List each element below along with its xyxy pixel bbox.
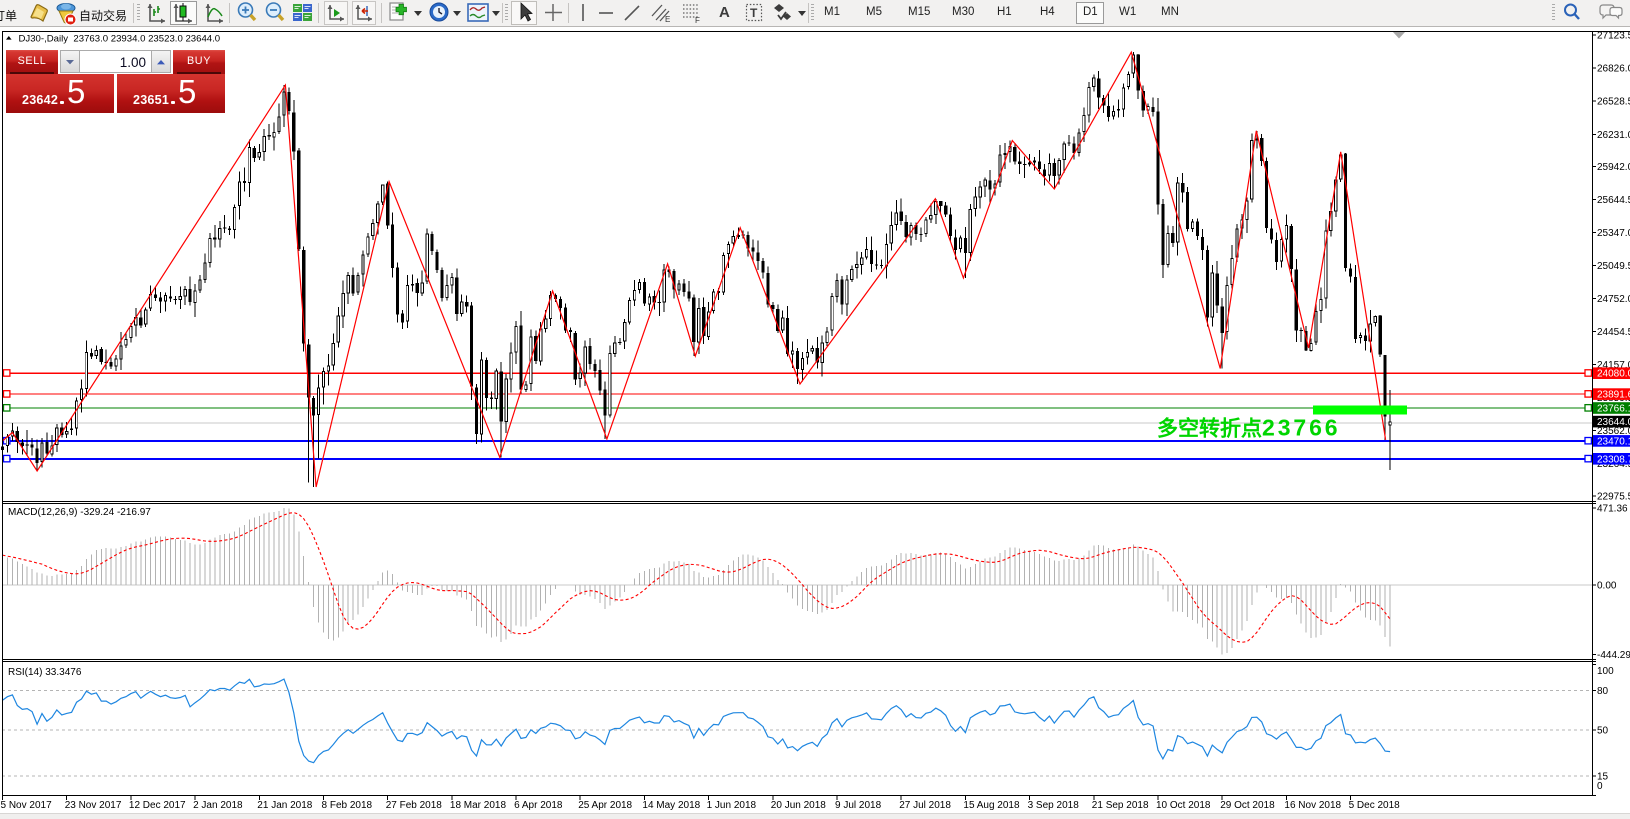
svg-text:14 May 2018: 14 May 2018	[642, 800, 700, 811]
svg-text:24157.0: 24157.0	[1597, 360, 1630, 371]
svg-text:20 Jun 2018: 20 Jun 2018	[771, 800, 826, 811]
svg-text:23562.0: 23562.0	[1597, 426, 1630, 437]
svg-text:23 Nov 2017: 23 Nov 2017	[65, 800, 122, 811]
svg-text:12 Dec 2017: 12 Dec 2017	[129, 800, 186, 811]
svg-text:E: E	[665, 15, 670, 24]
svg-text:23264.5: 23264.5	[1597, 459, 1630, 470]
svg-text:5 Nov 2017: 5 Nov 2017	[1, 800, 53, 811]
svg-text:16 Nov 2018: 16 Nov 2018	[1284, 800, 1341, 811]
svg-text:3 Sep 2018: 3 Sep 2018	[1028, 800, 1080, 811]
svg-text:1 Jun 2018: 1 Jun 2018	[707, 800, 757, 811]
svg-text:DJ30-,Daily 23763.0 23934.0 2: DJ30-,Daily 23763.0 23934.0 23523.0 2364…	[19, 34, 221, 45]
svg-text:23766.1: 23766.1	[1597, 404, 1630, 415]
svg-text:22975.5: 22975.5	[1597, 491, 1630, 502]
svg-text:25 Apr 2018: 25 Apr 2018	[578, 800, 632, 811]
svg-text:23308.7: 23308.7	[1597, 454, 1630, 465]
svg-text:29 Oct 2018: 29 Oct 2018	[1220, 800, 1275, 811]
svg-text:18 Mar 2018: 18 Mar 2018	[450, 800, 507, 811]
svg-text:25644.5: 25644.5	[1597, 195, 1630, 206]
svg-text:23644.0: 23644.0	[1597, 417, 1630, 428]
svg-text:24752.0: 24752.0	[1597, 294, 1630, 305]
svg-text:21 Jan 2018: 21 Jan 2018	[257, 800, 312, 811]
svg-text:27123.5: 27123.5	[1597, 31, 1630, 42]
svg-text:50: 50	[1597, 726, 1609, 737]
svg-text:24080.0: 24080.0	[1597, 369, 1630, 380]
svg-text:5 Dec 2018: 5 Dec 2018	[1349, 800, 1401, 811]
svg-text:9 Jul 2018: 9 Jul 2018	[835, 800, 882, 811]
svg-text:8 Feb 2018: 8 Feb 2018	[322, 800, 373, 811]
svg-text:-444.29: -444.29	[1597, 650, 1630, 661]
svg-text:27 Jul 2018: 27 Jul 2018	[899, 800, 951, 811]
svg-text:100: 100	[1597, 666, 1614, 677]
svg-text:15 Aug 2018: 15 Aug 2018	[963, 800, 1020, 811]
svg-text:多空转折点23766: 多空转折点23766	[1157, 415, 1340, 441]
svg-text:0.00: 0.00	[1597, 580, 1617, 591]
svg-text:T: T	[750, 6, 758, 20]
svg-text:23891.6: 23891.6	[1597, 390, 1630, 401]
svg-text:15: 15	[1597, 771, 1609, 782]
svg-text:24454.5: 24454.5	[1597, 327, 1630, 338]
svg-text:23470.1: 23470.1	[1597, 436, 1630, 447]
svg-text:2 Jan 2018: 2 Jan 2018	[193, 800, 243, 811]
svg-text:26528.5: 26528.5	[1597, 97, 1630, 108]
svg-text:27 Feb 2018: 27 Feb 2018	[386, 800, 443, 811]
svg-text:471.36: 471.36	[1597, 503, 1628, 514]
svg-text:25942.0: 25942.0	[1597, 162, 1630, 173]
svg-text:MACD(12,26,9) -329.24 -216.97: MACD(12,26,9) -329.24 -216.97	[8, 507, 151, 518]
svg-text:0: 0	[1597, 781, 1603, 792]
svg-text:26826.0: 26826.0	[1597, 64, 1630, 75]
svg-text:10 Oct 2018: 10 Oct 2018	[1156, 800, 1211, 811]
svg-text:25347.0: 25347.0	[1597, 228, 1630, 239]
svg-text:21 Sep 2018: 21 Sep 2018	[1092, 800, 1149, 811]
svg-text:26231.0: 26231.0	[1597, 130, 1630, 141]
svg-text:80: 80	[1597, 686, 1609, 697]
svg-text:6 Apr 2018: 6 Apr 2018	[514, 800, 563, 811]
svg-text:25049.5: 25049.5	[1597, 261, 1630, 272]
svg-text:F: F	[695, 16, 700, 25]
svg-text:RSI(14) 33.3476: RSI(14) 33.3476	[8, 667, 82, 678]
